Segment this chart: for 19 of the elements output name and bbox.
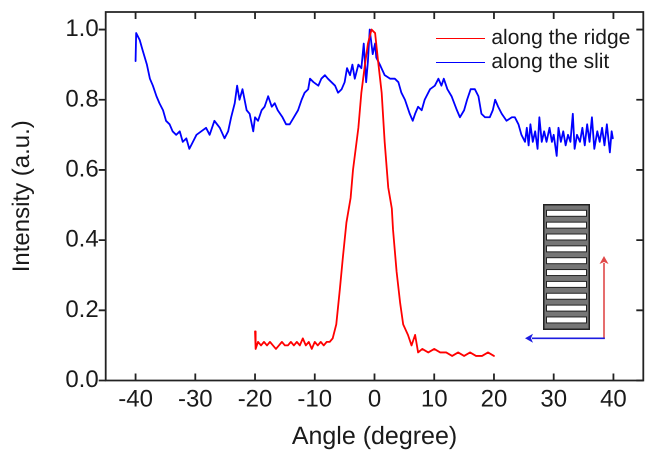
x-tick-label: 40	[600, 386, 627, 413]
y-tick-label: 0.4	[65, 226, 99, 253]
y-tick-label: 1.0	[65, 15, 99, 42]
y-tick-label: 0.0	[65, 366, 99, 394]
legend-label: along the ridge	[491, 26, 630, 50]
x-tick-label: 20	[480, 386, 508, 413]
x-tick-label: 30	[540, 386, 568, 413]
y-tick-label: 0.6	[65, 156, 99, 183]
legend-label: along the slit	[491, 50, 610, 74]
x-tick-label: -20	[238, 386, 272, 413]
y-axis-title: Intensity (a.u.)	[8, 120, 36, 272]
y-tick-label: 0.2	[65, 296, 99, 323]
x-tick-label: 0	[368, 386, 382, 413]
x-tick-label: -40	[118, 386, 153, 413]
x-tick-label: -30	[178, 386, 213, 413]
y-tick-label: 0.8	[65, 85, 99, 112]
x-tick-label: -10	[297, 386, 332, 413]
x-axis-title: Angle (degree)	[292, 422, 458, 450]
x-tick-label: 10	[420, 386, 448, 413]
